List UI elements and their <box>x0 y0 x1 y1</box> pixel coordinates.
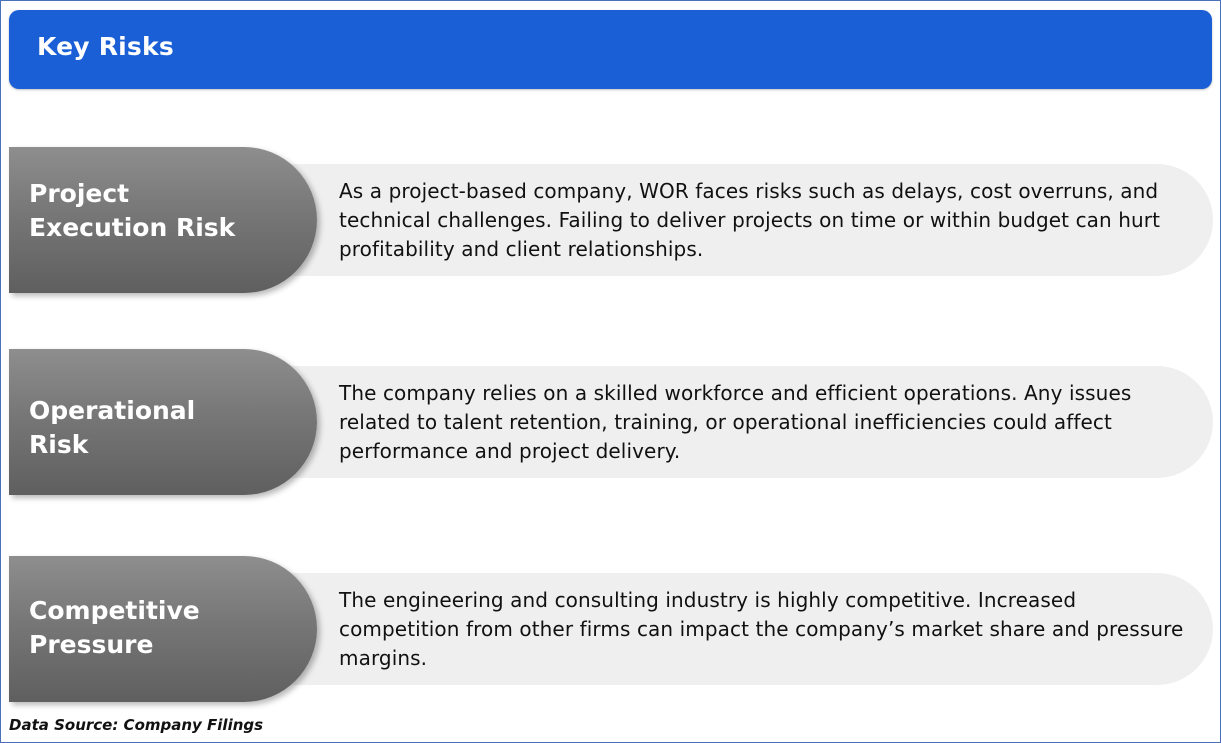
header-bar: Key Risks <box>9 10 1212 89</box>
risk-label-tab: Project Execution Risk <box>9 147 317 293</box>
data-source-note: Data Source: Company Filings <box>9 716 264 734</box>
risk-description: The company relies on a skilled workforc… <box>339 381 1132 463</box>
risk-item-operational: The company relies on a skilled workforc… <box>1 349 1221 495</box>
page-title: Key Risks <box>37 32 174 61</box>
risk-description-box: The company relies on a skilled workforc… <box>273 366 1213 478</box>
risk-title-line: Pressure <box>29 630 154 659</box>
risk-title-line: Execution Risk <box>29 213 236 242</box>
risk-item-project-execution: As a project-based company, WOR faces ri… <box>1 147 1221 293</box>
risk-title: Competitive Pressure <box>29 594 299 662</box>
risk-description: As a project-based company, WOR faces ri… <box>339 179 1161 261</box>
risk-title-line: Risk <box>29 430 89 459</box>
risk-description: The engineering and consulting industry … <box>339 588 1184 670</box>
risk-item-competitive: The engineering and consulting industry … <box>1 556 1221 702</box>
risk-title-line: Competitive <box>29 596 200 625</box>
risk-title-line: Project <box>29 179 130 208</box>
risk-label-tab: Operational Risk <box>9 349 317 495</box>
risk-description-box: As a project-based company, WOR faces ri… <box>273 164 1213 276</box>
risk-label-tab: Competitive Pressure <box>9 556 317 702</box>
risk-description-box: The engineering and consulting industry … <box>273 573 1213 685</box>
risk-title: Project Execution Risk <box>29 177 299 245</box>
risk-title-line: Operational <box>29 396 196 425</box>
risk-title: Operational Risk <box>29 394 299 462</box>
